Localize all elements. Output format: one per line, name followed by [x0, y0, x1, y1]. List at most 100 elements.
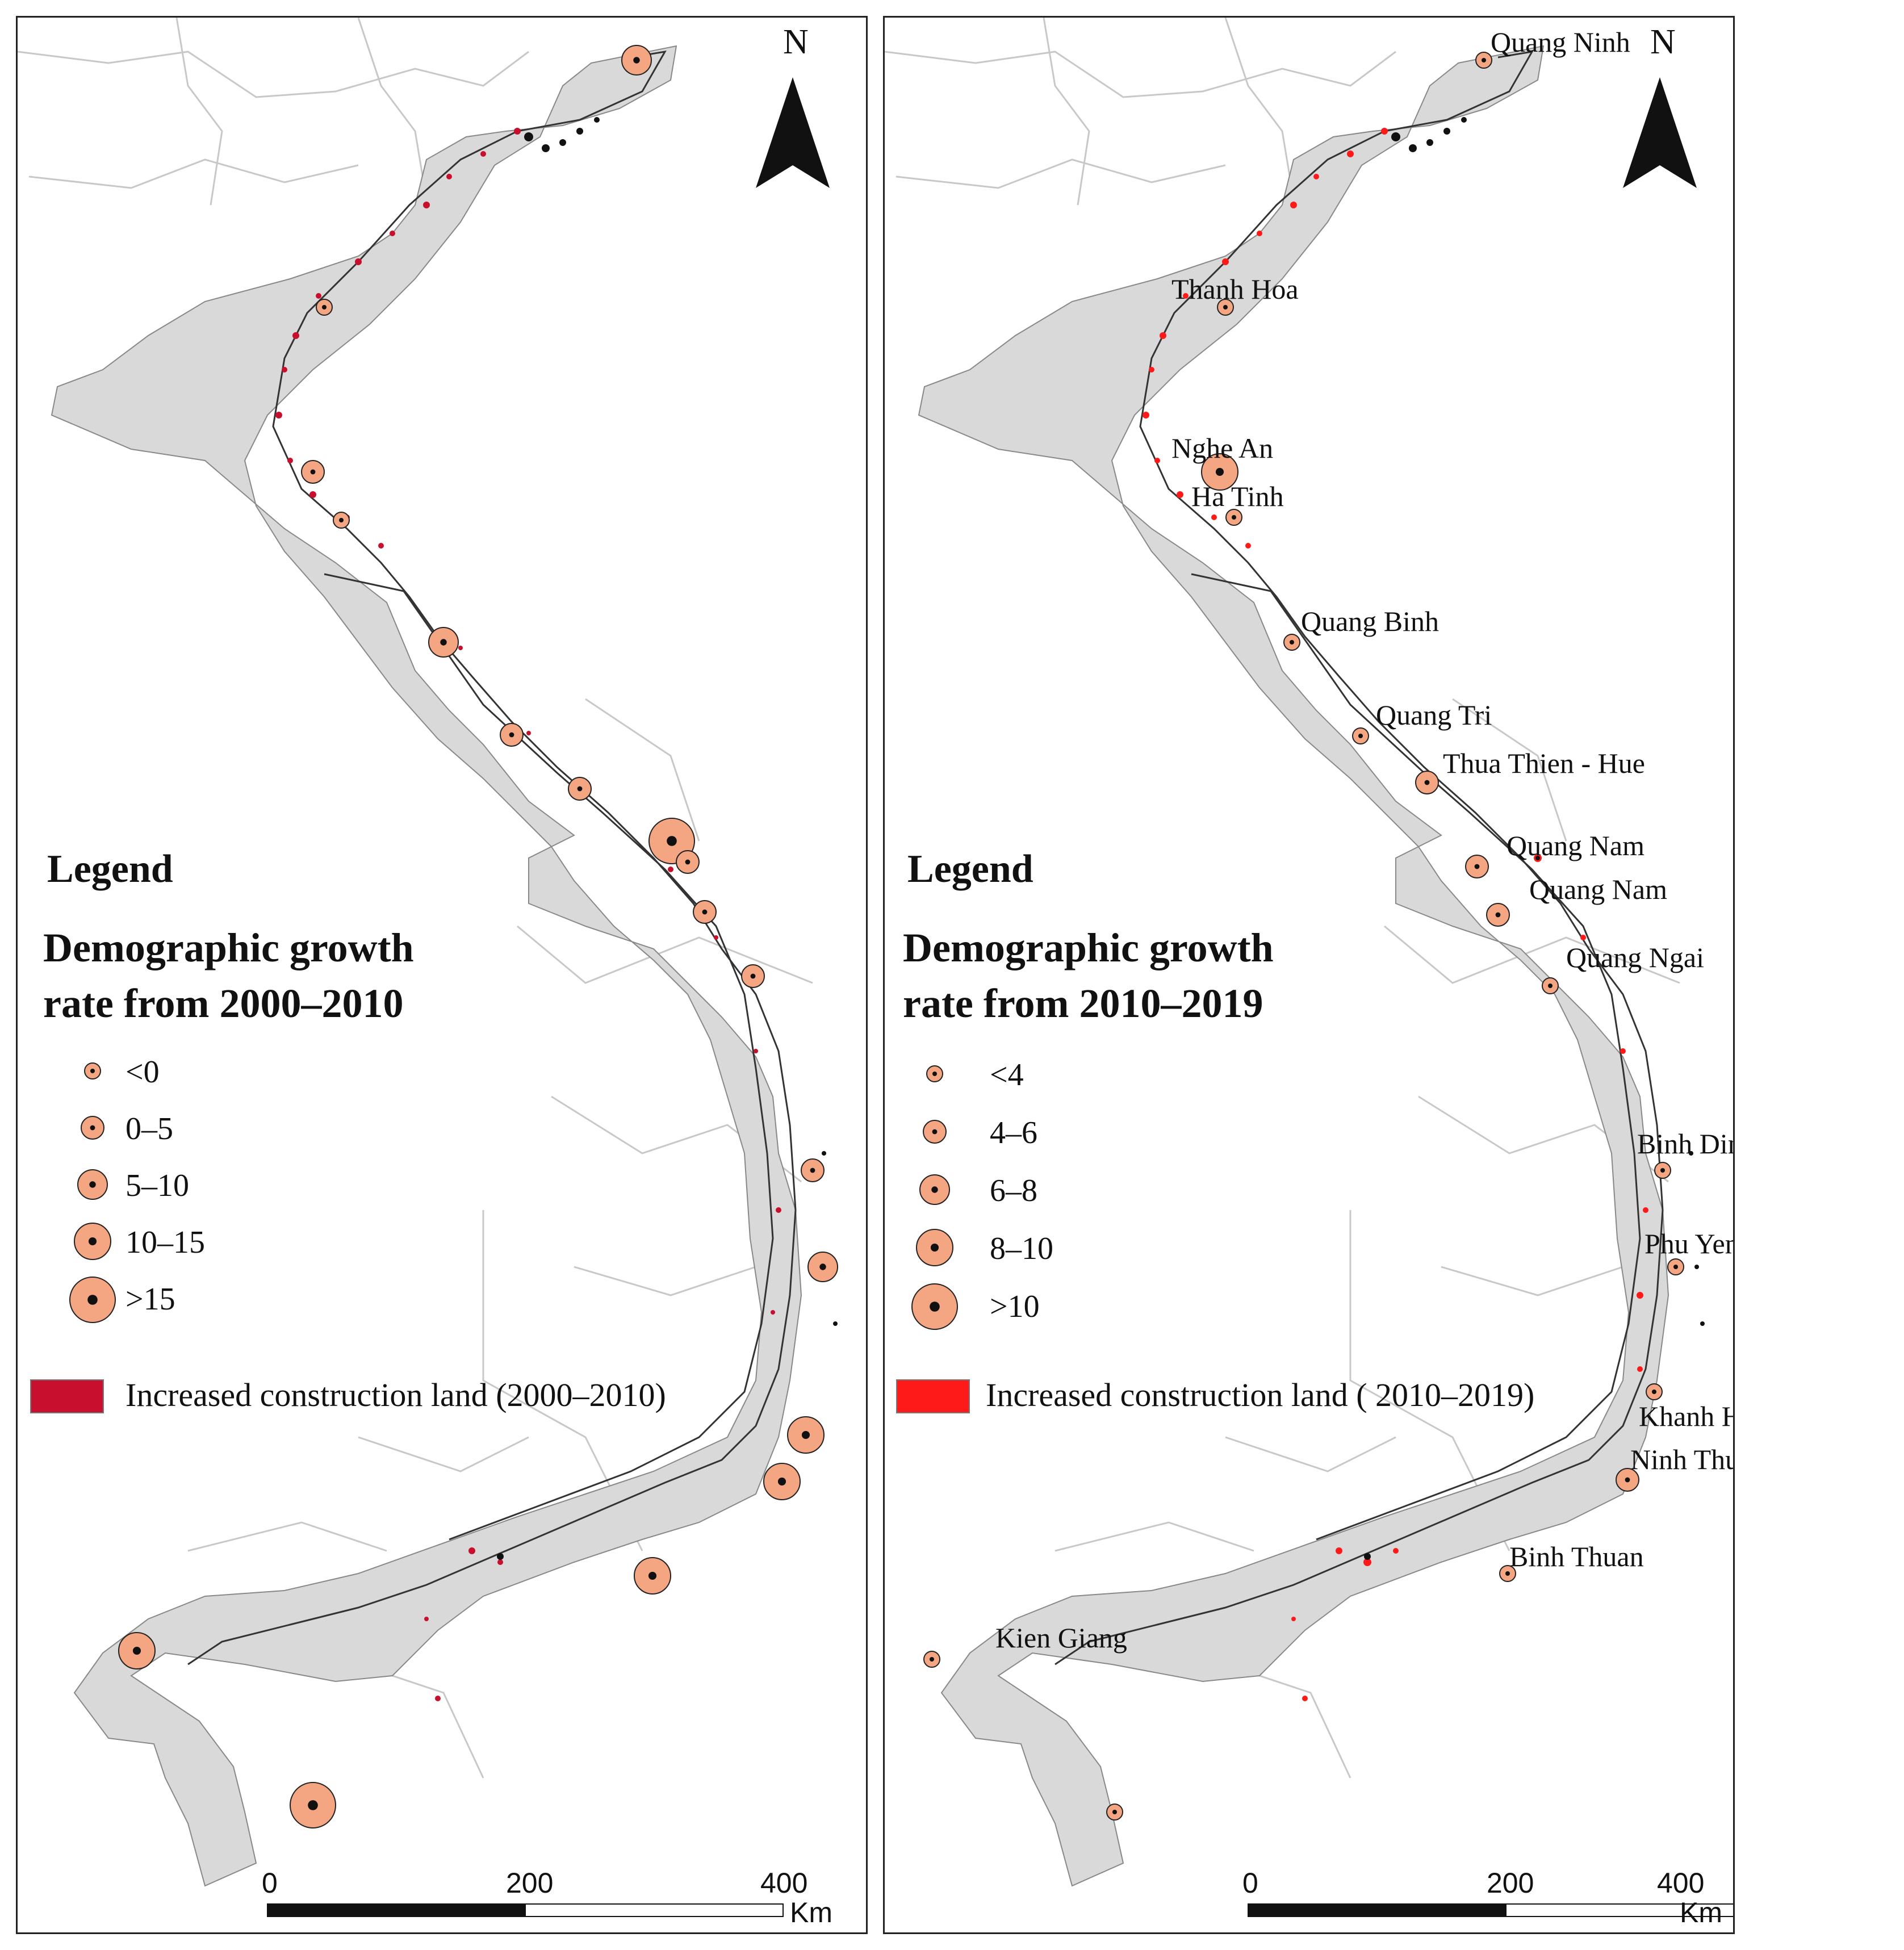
circle-8-dot	[1474, 864, 1480, 869]
map-canvas-right: Quang Ninh Thanh Hoa Nghe An Ha Tinh Quang B…	[885, 18, 1735, 1917]
scale-tick-400: 400	[1657, 1867, 1705, 1899]
circle-12-dot	[1673, 1265, 1678, 1269]
province-label-11: Binh Dinh	[1637, 1128, 1735, 1160]
construction-land-2000-2010	[275, 128, 781, 1701]
province-label-7: Thua Thien - Hue	[1443, 747, 1645, 779]
circle-4-dot	[1232, 515, 1236, 520]
legend-circle-4-dot	[930, 1243, 939, 1252]
circle-11-dot	[1660, 1168, 1665, 1173]
circle-7-dot	[1424, 780, 1430, 785]
scale-bar	[1248, 1903, 1733, 1917]
legend-heading-line1: Demographic growth	[43, 925, 414, 970]
circle-16-dot	[648, 1571, 657, 1580]
province-label-8: Quang Nam	[1507, 830, 1644, 861]
legend-circle-1-dot	[932, 1072, 937, 1076]
legend-class-5: >15	[125, 1282, 175, 1317]
province-label-3: Nghe An	[1171, 432, 1273, 464]
legend-circle-2-dot	[932, 1129, 938, 1135]
coastal-strip-outline	[1054, 51, 1664, 1666]
growth-rate-circles	[911, 52, 1684, 1821]
north-label: N	[1650, 23, 1676, 61]
north-label: N	[783, 23, 809, 61]
circle-11-dot	[750, 973, 756, 979]
legend-class-4: 8–10	[990, 1231, 1053, 1266]
province-label-12: Phu Yen	[1644, 1228, 1735, 1259]
circle-14-dot	[801, 1430, 810, 1440]
circle-7-dot	[577, 786, 583, 792]
circle-10-dot	[1548, 984, 1553, 988]
circle-3-dot	[310, 469, 316, 475]
circle-5-dot	[440, 639, 447, 646]
circle-15-dot	[777, 1477, 786, 1486]
circle-10-dot	[702, 909, 708, 915]
legend-class-5: >10	[990, 1289, 1040, 1324]
circle-12-dot	[810, 1168, 815, 1173]
legend-heading-line2: rate from 2010–2019	[903, 981, 1263, 1026]
circle-18-dot	[308, 1800, 318, 1810]
circle-9-dot	[1495, 912, 1501, 918]
scale-bar	[267, 1903, 784, 1917]
circle-8-dot	[667, 836, 677, 846]
circle-15-dot	[1505, 1571, 1510, 1576]
growth-rate-circles	[69, 45, 838, 1828]
legend-class-3: 5–10	[125, 1168, 189, 1203]
legend-heading-line1: Demographic growth	[903, 925, 1274, 970]
legend-circle-3-dot	[931, 1186, 938, 1193]
islands	[1364, 117, 1705, 1560]
map-panel-2000-2010: N Legend Demographic growth rate from 20…	[16, 16, 868, 1934]
circle-6-dot	[1358, 734, 1363, 738]
province-label-15: Binh Thuan	[1509, 1541, 1644, 1572]
province-label-9: Quang Nam	[1529, 873, 1667, 905]
scale-tick-0: 0	[1242, 1867, 1258, 1899]
province-label-10: Quang Ngai	[1566, 941, 1704, 973]
circle-13-dot	[819, 1263, 826, 1270]
islands	[497, 117, 838, 1560]
coastal-region	[51, 45, 802, 1887]
scale-tick-200: 200	[506, 1867, 554, 1899]
circle-13-dot	[1652, 1390, 1656, 1394]
scale-tick-200: 200	[1487, 1867, 1534, 1899]
province-label-5: Quang Binh	[1301, 605, 1439, 637]
province-label-1: Quang Ninh	[1491, 26, 1630, 58]
province-label-13: Khanh Hoa	[1639, 1400, 1735, 1432]
legend-class-2: 4–6	[990, 1115, 1037, 1150]
circle-9-dot	[685, 859, 691, 865]
legend-class-2: 0–5	[125, 1111, 173, 1146]
legend-class-3: 6–8	[990, 1173, 1037, 1208]
circle-16-dot	[930, 1657, 934, 1662]
circle-14-dot	[1625, 1477, 1630, 1483]
construction-land-swatch	[896, 1379, 970, 1413]
legend-heading-line2: rate from 2000–2010	[43, 981, 404, 1026]
legend-circle-5-dot	[87, 1295, 98, 1305]
circle-6-dot	[509, 732, 514, 738]
circle-1-dot	[633, 57, 640, 64]
construction-land-label: Increased construction land ( 2010–2019)	[986, 1376, 1535, 1413]
province-label-16: Kien Giang	[995, 1622, 1127, 1654]
legend-title: Legend	[907, 847, 1033, 891]
circle-5-dot	[1290, 640, 1294, 645]
legend-class-4: 10–15	[125, 1225, 205, 1260]
construction-land-2010-2019	[1143, 128, 1648, 1701]
province-label-6: Quang Tri	[1376, 699, 1492, 731]
construction-land-swatch	[30, 1379, 104, 1413]
legend-class-1: <0	[125, 1054, 160, 1090]
coastal-region	[918, 45, 1669, 1887]
scale-unit: Km	[1680, 1897, 1722, 1928]
legend-circle-2-dot	[90, 1125, 95, 1131]
province-label-2: Thanh Hoa	[1171, 273, 1299, 305]
legend-circle-1-dot	[90, 1069, 95, 1073]
scale-tick-400: 400	[760, 1867, 808, 1899]
legend-circle-3-dot	[89, 1181, 96, 1188]
circle-17-dot	[1112, 1810, 1117, 1814]
north-arrow	[1623, 77, 1697, 188]
coastal-strip-outline	[187, 51, 797, 1666]
scale-tick-0: 0	[262, 1867, 278, 1899]
map-canvas-left	[18, 18, 838, 1917]
province-label-14: Ninh Thuan	[1630, 1443, 1735, 1475]
scale-unit: Km	[790, 1897, 832, 1928]
circle-3-dot	[1215, 467, 1224, 476]
province-label-4: Ha Tinh	[1191, 480, 1284, 512]
legend-circle-4-dot	[88, 1237, 97, 1246]
north-arrow	[756, 77, 830, 188]
construction-land-label: Increased construction land (2000–2010)	[125, 1376, 666, 1413]
